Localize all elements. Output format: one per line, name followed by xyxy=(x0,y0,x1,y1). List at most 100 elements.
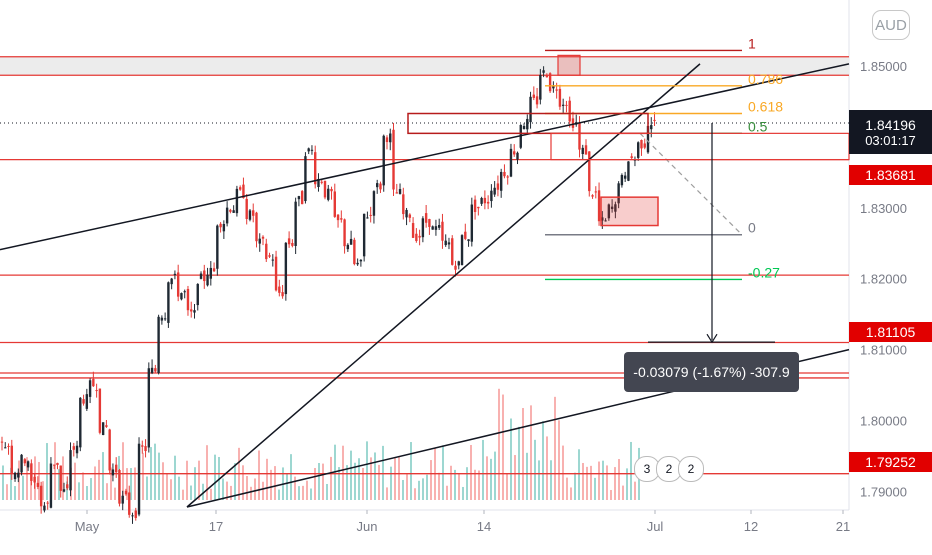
volume-bar xyxy=(166,473,168,500)
y-tick-label: 1.81000 xyxy=(860,343,907,358)
candle-body xyxy=(490,190,493,202)
candle-body xyxy=(640,139,643,149)
event-badges[interactable]: 3 2 2 xyxy=(634,456,704,496)
candle-body xyxy=(245,198,248,219)
candle-body xyxy=(46,502,49,504)
candle-body xyxy=(535,96,539,105)
candle-body xyxy=(330,188,333,192)
volume-bar xyxy=(102,452,104,500)
x-tick-label: 12 xyxy=(744,519,758,534)
volume-bar xyxy=(90,478,92,500)
volume-bar xyxy=(626,468,628,500)
candle-body xyxy=(203,270,206,282)
volume-bar xyxy=(366,441,368,500)
candle-body xyxy=(610,206,614,210)
candle-body xyxy=(421,218,425,238)
y-tick-label: 1.82000 xyxy=(860,272,907,287)
volume-bar xyxy=(78,482,80,500)
candle-body xyxy=(561,104,565,106)
candle-body xyxy=(477,206,480,209)
candle-body xyxy=(118,470,121,504)
candle-body xyxy=(88,380,92,397)
candle-body xyxy=(418,235,421,238)
volume-bar xyxy=(486,456,488,500)
volume-bar xyxy=(394,457,396,500)
volume-bar xyxy=(10,467,12,500)
volume-bar xyxy=(142,452,144,500)
candle-body xyxy=(473,199,477,213)
trendline-channel xyxy=(186,63,701,508)
candle-body xyxy=(509,148,513,177)
event-badge[interactable]: 3 xyxy=(634,456,660,482)
volume-bar xyxy=(246,476,248,500)
candle-body xyxy=(10,445,13,474)
currency-badge[interactable]: AUD xyxy=(872,10,910,40)
candle-body xyxy=(268,255,271,257)
candle-body xyxy=(522,126,526,130)
candle-body xyxy=(281,292,284,297)
candle-body xyxy=(43,505,46,511)
volume-bar xyxy=(474,469,476,500)
candle-body xyxy=(454,265,457,270)
candle-body xyxy=(314,152,317,185)
candle-body xyxy=(362,213,366,257)
volume-bar xyxy=(194,467,196,500)
candle-body xyxy=(265,243,268,260)
volume-bar xyxy=(390,466,392,500)
volume-bar xyxy=(110,467,112,500)
volume-bar xyxy=(498,388,500,500)
volume-bar xyxy=(126,468,128,500)
candle-body xyxy=(346,244,350,250)
candle-body xyxy=(646,125,650,153)
volume-bar xyxy=(338,467,340,500)
candle-body xyxy=(225,207,229,224)
fib-level-label: -0.27 xyxy=(748,264,780,280)
candle-body xyxy=(310,149,314,151)
candle-body xyxy=(219,223,222,228)
candle-body xyxy=(349,238,353,245)
candle-body xyxy=(327,188,330,200)
volume-bar xyxy=(314,468,316,500)
volume-bar xyxy=(318,463,320,500)
candle-body xyxy=(232,210,235,213)
candle-body xyxy=(49,463,53,508)
volume-bar xyxy=(162,462,164,500)
candle-body xyxy=(431,226,434,230)
volume-bar xyxy=(298,486,300,500)
fib-level-label: 0.618 xyxy=(748,99,783,115)
candle-body xyxy=(650,125,653,130)
candle-body xyxy=(304,156,307,202)
volume-bar xyxy=(502,394,504,500)
candle-body xyxy=(258,238,261,244)
volume-bar xyxy=(342,445,344,500)
volume-bar xyxy=(558,420,560,500)
candle-body xyxy=(23,459,27,464)
candle-body xyxy=(437,225,441,228)
volume-bar xyxy=(146,476,148,500)
candle-body xyxy=(444,240,447,246)
volume-bar xyxy=(526,452,528,500)
volume-bar xyxy=(290,454,292,500)
volume-bar xyxy=(158,452,160,500)
volume-bar xyxy=(462,486,464,500)
level-box xyxy=(550,132,850,161)
volume-bar xyxy=(562,445,564,500)
candle-body xyxy=(69,450,72,491)
candle-body xyxy=(30,463,33,481)
candle-body xyxy=(558,88,562,107)
current-price-box: 1.84196 03:01:17 xyxy=(849,110,932,154)
volume-bar xyxy=(38,461,40,500)
x-tick-label: 21 xyxy=(836,519,850,534)
candle-body xyxy=(516,152,519,160)
candle-body xyxy=(565,104,568,106)
candle-body xyxy=(59,465,62,491)
candle-body xyxy=(323,180,327,198)
event-badge[interactable]: 2 xyxy=(678,456,704,482)
candle-body xyxy=(121,495,124,504)
volume-bar xyxy=(190,485,192,500)
candle-body xyxy=(637,142,640,158)
volume-bar xyxy=(494,451,496,500)
volume-bar xyxy=(538,460,540,500)
